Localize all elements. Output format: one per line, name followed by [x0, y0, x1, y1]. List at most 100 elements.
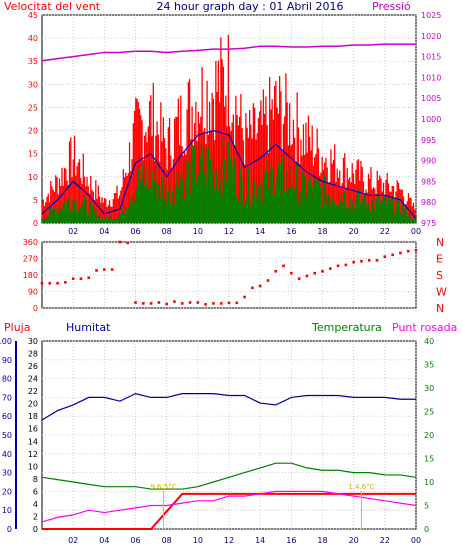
humidity-tick-label: 80: [2, 375, 12, 384]
direction-point: [141, 302, 145, 305]
direction-point: [274, 270, 278, 273]
direction-point: [126, 241, 130, 245]
hour-tick-label: 14: [255, 227, 265, 236]
hour-tick-label: 16: [286, 227, 296, 236]
direction-point: [352, 260, 355, 264]
wind-speed-label: Velocitat del vent: [4, 0, 101, 13]
pressure-tick-label: 1020: [421, 32, 441, 41]
direction-point: [282, 264, 285, 268]
humidity-tick-label: 90: [2, 356, 12, 365]
temperature-tick-label: 35: [424, 361, 434, 370]
hour-tick-label: 12: [224, 227, 234, 236]
mid-tick-label: 12: [28, 450, 38, 459]
direction-point: [56, 281, 59, 285]
direction-point: [180, 302, 184, 305]
direction-point: [391, 253, 394, 257]
temperature-tick-label: 15: [424, 455, 434, 464]
direction-tick-label: 270: [23, 255, 38, 264]
direction-point: [103, 268, 106, 271]
mid-tick-label: 30: [28, 337, 38, 346]
pressure-tick-label: 1025: [421, 11, 441, 20]
mid-tick-label: 26: [28, 362, 38, 371]
mid-tick-label: 22: [28, 387, 38, 396]
hour-tick-label: 08: [162, 227, 172, 236]
mid-tick-label: 18: [28, 412, 38, 421]
hour-tick-label: 00: [411, 227, 421, 236]
mid-tick-label: 4: [33, 500, 38, 509]
wind-tick-label: 35: [28, 57, 38, 66]
mid-tick-label: 0: [33, 525, 38, 534]
legend-humidity: Humitat: [66, 321, 111, 334]
direction-point: [71, 277, 75, 280]
legend-temperature: Temperatura: [311, 321, 382, 334]
direction-point: [118, 240, 122, 244]
direction-point: [157, 301, 161, 304]
direction-point: [204, 303, 207, 306]
mid-tick-label: 20: [28, 400, 38, 409]
direction-point: [375, 259, 379, 262]
wind-direction-chart: 0 N 90 W 180 S 270 E 360 N: [23, 236, 447, 315]
direction-tick-label: 360: [23, 238, 38, 247]
legend-rain: Pluja: [4, 321, 30, 334]
wind-pressure-chart: 0510152025303540459759809859909951000100…: [28, 11, 442, 236]
humidity-tick-label: 20: [2, 487, 12, 496]
direction-point: [336, 264, 340, 268]
series-line-temperatura: [41, 462, 417, 490]
direction-point: [48, 281, 52, 285]
direction-point: [251, 286, 254, 290]
temperature-tick-label: 0: [424, 525, 429, 534]
wind-tick-label: 20: [28, 127, 38, 136]
direction-point: [134, 301, 137, 304]
annotation-label: 9.6.5°C: [150, 483, 176, 491]
compass-label: E: [436, 253, 443, 266]
humidity-tick-label: 10: [2, 506, 12, 515]
direction-point: [110, 268, 114, 271]
compass-label: W: [436, 286, 447, 299]
hour-tick-label: 16: [286, 536, 296, 545]
pressure-tick-label: 980: [421, 198, 436, 207]
direction-point: [173, 300, 176, 303]
direction-point: [87, 276, 91, 280]
direction-point: [360, 259, 363, 263]
wind-tick-label: 5: [33, 196, 38, 205]
direction-point: [328, 267, 332, 270]
hour-tick-label: 02: [68, 536, 78, 545]
legend-dewpoint: Punt rosada: [392, 321, 457, 334]
pressure-tick-label: 1005: [421, 94, 441, 103]
direction-point: [64, 281, 67, 284]
hour-tick-label: 20: [349, 227, 359, 236]
pressure-line: [41, 43, 416, 62]
hour-tick-label: 04: [99, 536, 109, 545]
direction-point: [290, 271, 293, 275]
hour-tick-label: 02: [68, 227, 78, 236]
direction-tick-label: 90: [28, 288, 38, 297]
hour-tick-label: 04: [99, 227, 109, 236]
mid-tick-label: 14: [28, 437, 38, 446]
wind-tick-label: 40: [28, 34, 38, 43]
direction-point: [40, 281, 44, 285]
hour-tick-label: 22: [380, 536, 390, 545]
hour-tick-label: 08: [162, 536, 172, 545]
direction-point: [258, 284, 262, 288]
mid-tick-label: 16: [28, 425, 38, 434]
compass-label: S: [436, 269, 443, 282]
annotation-label: 1.4.6°C: [348, 483, 374, 491]
humidity-tick-label: 30: [2, 469, 12, 478]
direction-point: [165, 302, 168, 306]
direction-point: [383, 255, 387, 258]
humidity-tick-label: 70: [2, 393, 12, 402]
direction-point: [305, 274, 309, 278]
hour-tick-label: 22: [380, 227, 390, 236]
direction-point: [321, 270, 324, 273]
pressure-tick-label: 1000: [421, 115, 441, 124]
compass-label: N: [436, 302, 444, 315]
direction-point: [196, 301, 200, 304]
direction-point: [297, 277, 301, 280]
temperature-tick-label: 10: [424, 478, 434, 487]
mid-tick-label: 8: [33, 475, 38, 484]
direction-point: [235, 301, 239, 305]
hour-tick-label: 00: [411, 536, 421, 545]
hour-tick-label: 06: [130, 536, 140, 545]
